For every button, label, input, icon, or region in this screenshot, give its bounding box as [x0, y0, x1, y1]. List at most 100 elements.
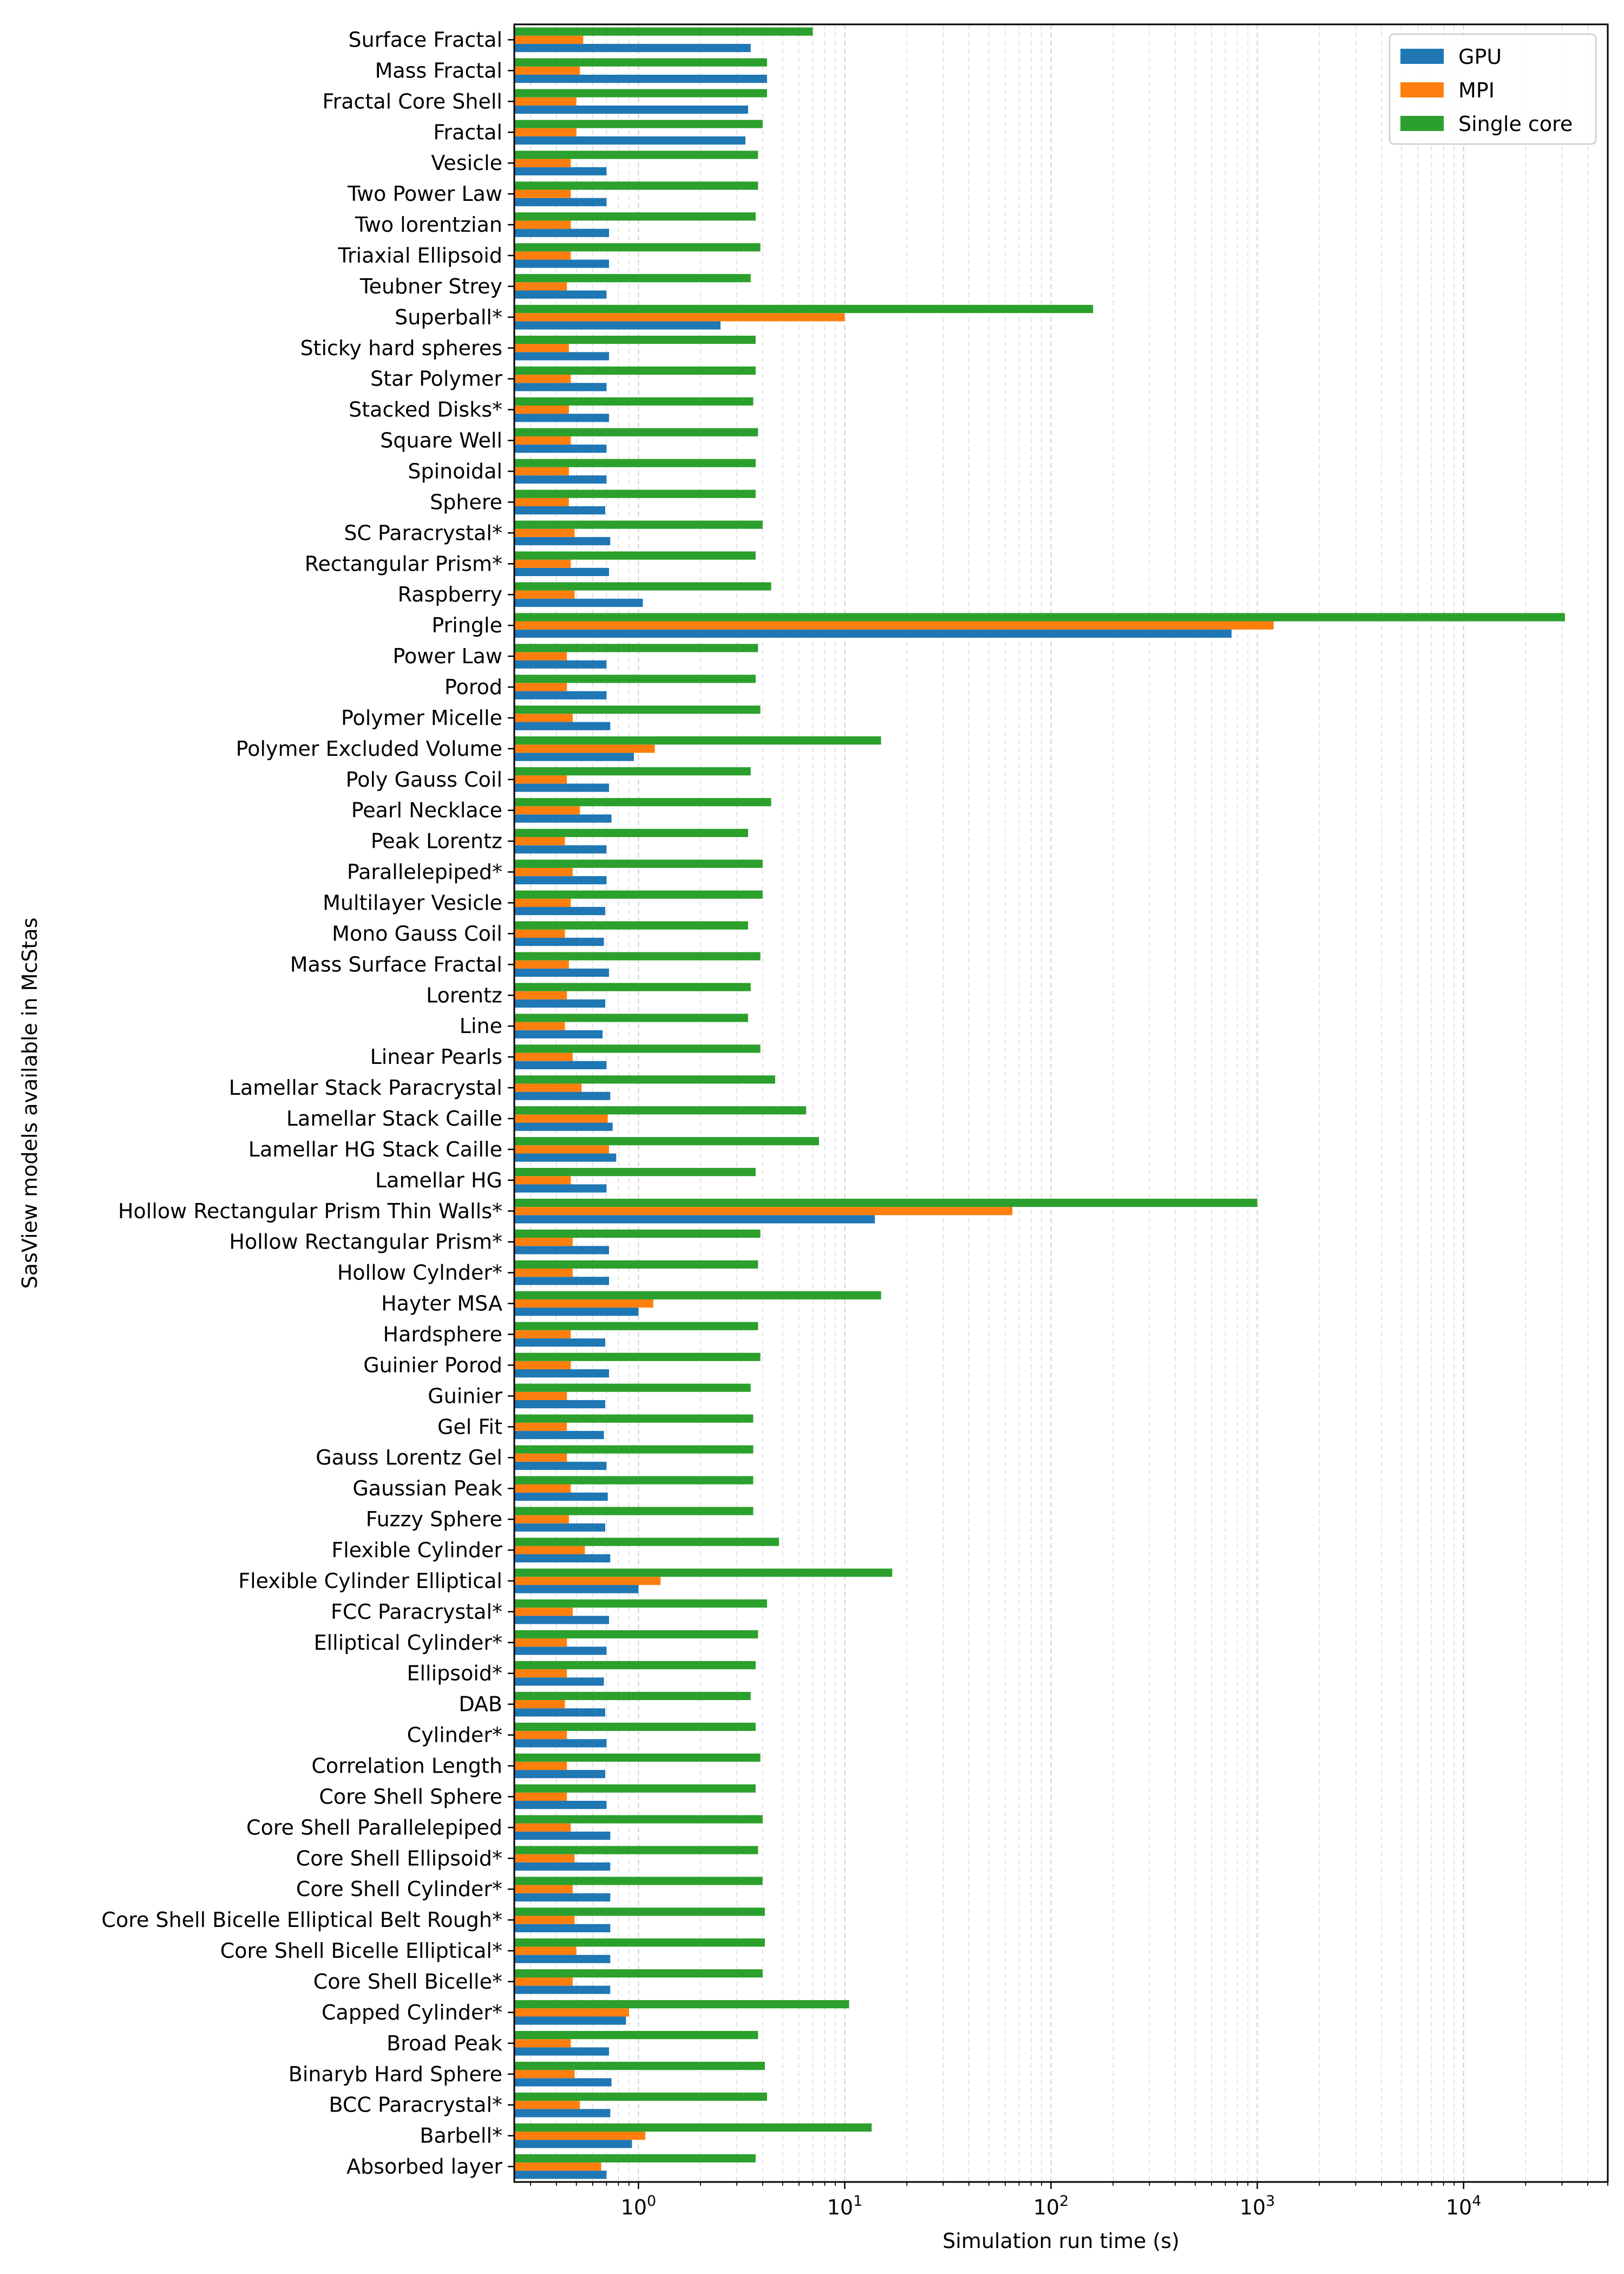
bar-gpu-24 [514, 783, 610, 792]
bar-single-core-46 [514, 1445, 754, 1454]
bar-single-core-58 [514, 1815, 763, 1824]
bar-single-core-16 [514, 520, 763, 529]
bar-mpi-33 [514, 1053, 573, 1061]
bar-single-core-51 [514, 1599, 767, 1608]
bar-gpu-23 [514, 753, 634, 761]
bar-mpi-63 [514, 1977, 573, 1986]
bar-mpi-60 [514, 1885, 573, 1893]
bar-single-core-55 [514, 1722, 756, 1731]
category-label: Guinier [428, 1384, 502, 1408]
bar-single-core-32 [514, 1014, 748, 1022]
bar-mpi-21 [514, 683, 567, 691]
category-label: DAB [459, 1693, 502, 1716]
bar-gpu-22 [514, 722, 611, 730]
bar-gpu-26 [514, 845, 607, 854]
plot-frame [513, 23, 1609, 2183]
category-labels: Surface Fractal Mass Fractal Fractal Core … [101, 28, 514, 2179]
bar-single-core-18 [514, 582, 771, 591]
bar-mpi-31 [514, 991, 567, 999]
bar-single-core-52 [514, 1630, 758, 1639]
category-label: Lorentz [426, 983, 502, 1007]
bar-gpu-49 [514, 1554, 611, 1563]
category-label: Core Shell Sphere [319, 1785, 502, 1808]
bar-single-core-44 [514, 1383, 751, 1392]
x-tick-label: 104 [1446, 2193, 1482, 2219]
bar-mpi-67 [514, 2101, 580, 2109]
bar-mpi-12 [514, 406, 569, 414]
bar-single-core-11 [514, 366, 756, 375]
bar-mpi-68 [514, 2132, 646, 2140]
bar-single-core-31 [514, 983, 751, 991]
bar-single-core-30 [514, 952, 761, 960]
bar-gpu-1 [514, 74, 767, 83]
legend-label: GPU [1458, 45, 1502, 69]
category-label: Star Polymer [370, 367, 502, 391]
category-label: Fuzzy Sphere [366, 1507, 502, 1531]
bar-gpu-33 [514, 1061, 607, 1069]
bar-gpu-57 [514, 1800, 607, 1809]
bar-mpi-42 [514, 1330, 571, 1339]
bar-mpi-44 [514, 1391, 567, 1400]
category-label: Hayter MSA [381, 1292, 502, 1316]
bar-gpu-20 [514, 660, 607, 669]
bar-mpi-46 [514, 1453, 567, 1462]
bar-mpi-52 [514, 1638, 567, 1647]
bar-single-core-9 [514, 305, 1093, 313]
bar-gpu-66 [514, 2078, 612, 2087]
bar-single-core-33 [514, 1044, 761, 1053]
category-label: Two lorentzian [355, 213, 502, 237]
category-label: Absorbed layer [346, 2155, 502, 2179]
category-label: Binaryb Hard Sphere [289, 2062, 502, 2086]
bar-single-core-5 [514, 181, 758, 190]
category-label: Gaussian Peak [352, 1476, 502, 1500]
category-label: Two Power Law [347, 182, 502, 206]
bar-gpu-15 [514, 506, 606, 515]
bar-single-core-45 [514, 1414, 754, 1423]
category-label: Square Well [380, 429, 502, 453]
bar-gpu-30 [514, 968, 610, 977]
bar-single-core-67 [514, 2092, 767, 2101]
x-axis-title: Simulation run time (s) [942, 2229, 1180, 2253]
bar-mpi-22 [514, 714, 573, 722]
bar-single-core-24 [514, 767, 751, 776]
bar-gpu-50 [514, 1585, 639, 1593]
bar-single-core-60 [514, 1877, 763, 1885]
bar-gpu-45 [514, 1430, 604, 1440]
bar-gpu-43 [514, 1369, 610, 1378]
category-label: Flexible Cylinder Elliptical [238, 1569, 502, 1593]
bar-mpi-0 [514, 35, 584, 44]
bar-mpi-34 [514, 1083, 582, 1092]
category-label: Flexible Cylinder [331, 1538, 502, 1562]
bar-gpu-56 [514, 1770, 606, 1779]
category-label: Gel Fit [437, 1415, 502, 1439]
bar-single-core-56 [514, 1753, 761, 1762]
category-label: Hollow Cylnder* [337, 1261, 502, 1285]
bars [514, 27, 1565, 2179]
bar-single-core-35 [514, 1106, 807, 1115]
bar-gpu-53 [514, 1677, 604, 1686]
category-label: Pringle [431, 613, 502, 637]
category-label: Lamellar HG [375, 1168, 502, 1192]
category-label: Linear Pearls [370, 1045, 502, 1069]
bar-single-core-28 [514, 890, 763, 899]
bar-gpu-17 [514, 567, 610, 577]
bar-gpu-3 [514, 136, 746, 145]
bar-mpi-27 [514, 867, 573, 877]
bar-mpi-23 [514, 744, 655, 753]
category-label: Core Shell Bicelle Elliptical Belt Rough… [101, 1908, 502, 1932]
bar-mpi-48 [514, 1515, 569, 1524]
bar-mpi-56 [514, 1761, 567, 1770]
bar-gpu-61 [514, 1924, 611, 1932]
category-label: Core Shell Cylinder* [296, 1877, 502, 1901]
category-label: Lamellar Stack Paracrystal [229, 1076, 502, 1100]
bar-mpi-41 [514, 1299, 653, 1308]
bar-gpu-39 [514, 1246, 610, 1254]
bar-mpi-51 [514, 1608, 573, 1616]
legend-label: Single core [1458, 112, 1573, 136]
bar-single-core-62 [514, 1938, 765, 1947]
bar-single-core-49 [514, 1538, 780, 1546]
category-label: Spinoidal [408, 459, 502, 483]
x-tick-label: 100 [621, 2193, 657, 2219]
category-label: Capped Cylinder* [322, 2001, 502, 2024]
